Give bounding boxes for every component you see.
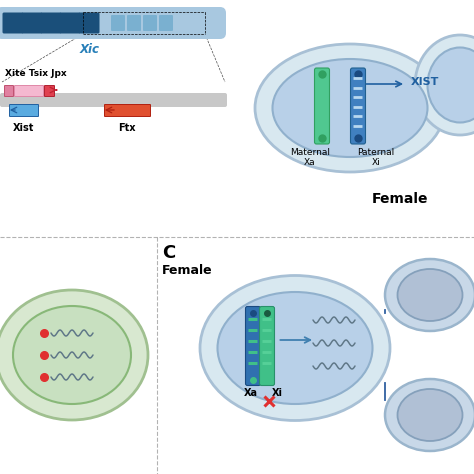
Text: Xite Tsix Jpx: Xite Tsix Jpx bbox=[5, 69, 67, 78]
FancyBboxPatch shape bbox=[9, 104, 38, 117]
FancyBboxPatch shape bbox=[111, 15, 125, 31]
Ellipse shape bbox=[398, 269, 463, 321]
Ellipse shape bbox=[13, 306, 131, 404]
Ellipse shape bbox=[200, 275, 390, 420]
FancyBboxPatch shape bbox=[143, 15, 157, 31]
Text: C: C bbox=[162, 244, 175, 262]
Ellipse shape bbox=[385, 259, 474, 331]
Ellipse shape bbox=[273, 59, 428, 157]
FancyBboxPatch shape bbox=[127, 15, 141, 31]
FancyBboxPatch shape bbox=[15, 85, 44, 97]
FancyBboxPatch shape bbox=[350, 68, 365, 144]
FancyBboxPatch shape bbox=[259, 307, 274, 385]
Text: XIST: XIST bbox=[411, 77, 439, 87]
FancyBboxPatch shape bbox=[159, 15, 173, 31]
Ellipse shape bbox=[385, 379, 474, 451]
FancyBboxPatch shape bbox=[104, 104, 151, 117]
Text: Xic: Xic bbox=[80, 43, 100, 56]
Text: Female: Female bbox=[372, 192, 428, 206]
FancyBboxPatch shape bbox=[45, 85, 55, 97]
FancyBboxPatch shape bbox=[60, 12, 81, 34]
Text: Female: Female bbox=[162, 264, 213, 277]
Text: Xist: Xist bbox=[13, 123, 35, 133]
FancyBboxPatch shape bbox=[40, 12, 62, 34]
Ellipse shape bbox=[218, 292, 373, 404]
Ellipse shape bbox=[398, 389, 463, 441]
FancyBboxPatch shape bbox=[21, 12, 43, 34]
Ellipse shape bbox=[255, 44, 445, 172]
FancyBboxPatch shape bbox=[2, 12, 24, 34]
Text: Paternal
Xi: Paternal Xi bbox=[357, 148, 395, 167]
Text: Ftx: Ftx bbox=[118, 123, 136, 133]
Ellipse shape bbox=[0, 290, 148, 420]
FancyBboxPatch shape bbox=[79, 12, 100, 34]
Ellipse shape bbox=[415, 35, 474, 135]
FancyBboxPatch shape bbox=[246, 307, 261, 385]
FancyBboxPatch shape bbox=[4, 85, 13, 97]
Text: Maternal
Xa: Maternal Xa bbox=[290, 148, 330, 167]
FancyBboxPatch shape bbox=[0, 93, 227, 107]
FancyBboxPatch shape bbox=[0, 7, 226, 39]
FancyBboxPatch shape bbox=[315, 68, 329, 144]
Ellipse shape bbox=[428, 47, 474, 122]
Text: Xa: Xa bbox=[244, 388, 258, 398]
Text: Xi: Xi bbox=[272, 388, 283, 398]
